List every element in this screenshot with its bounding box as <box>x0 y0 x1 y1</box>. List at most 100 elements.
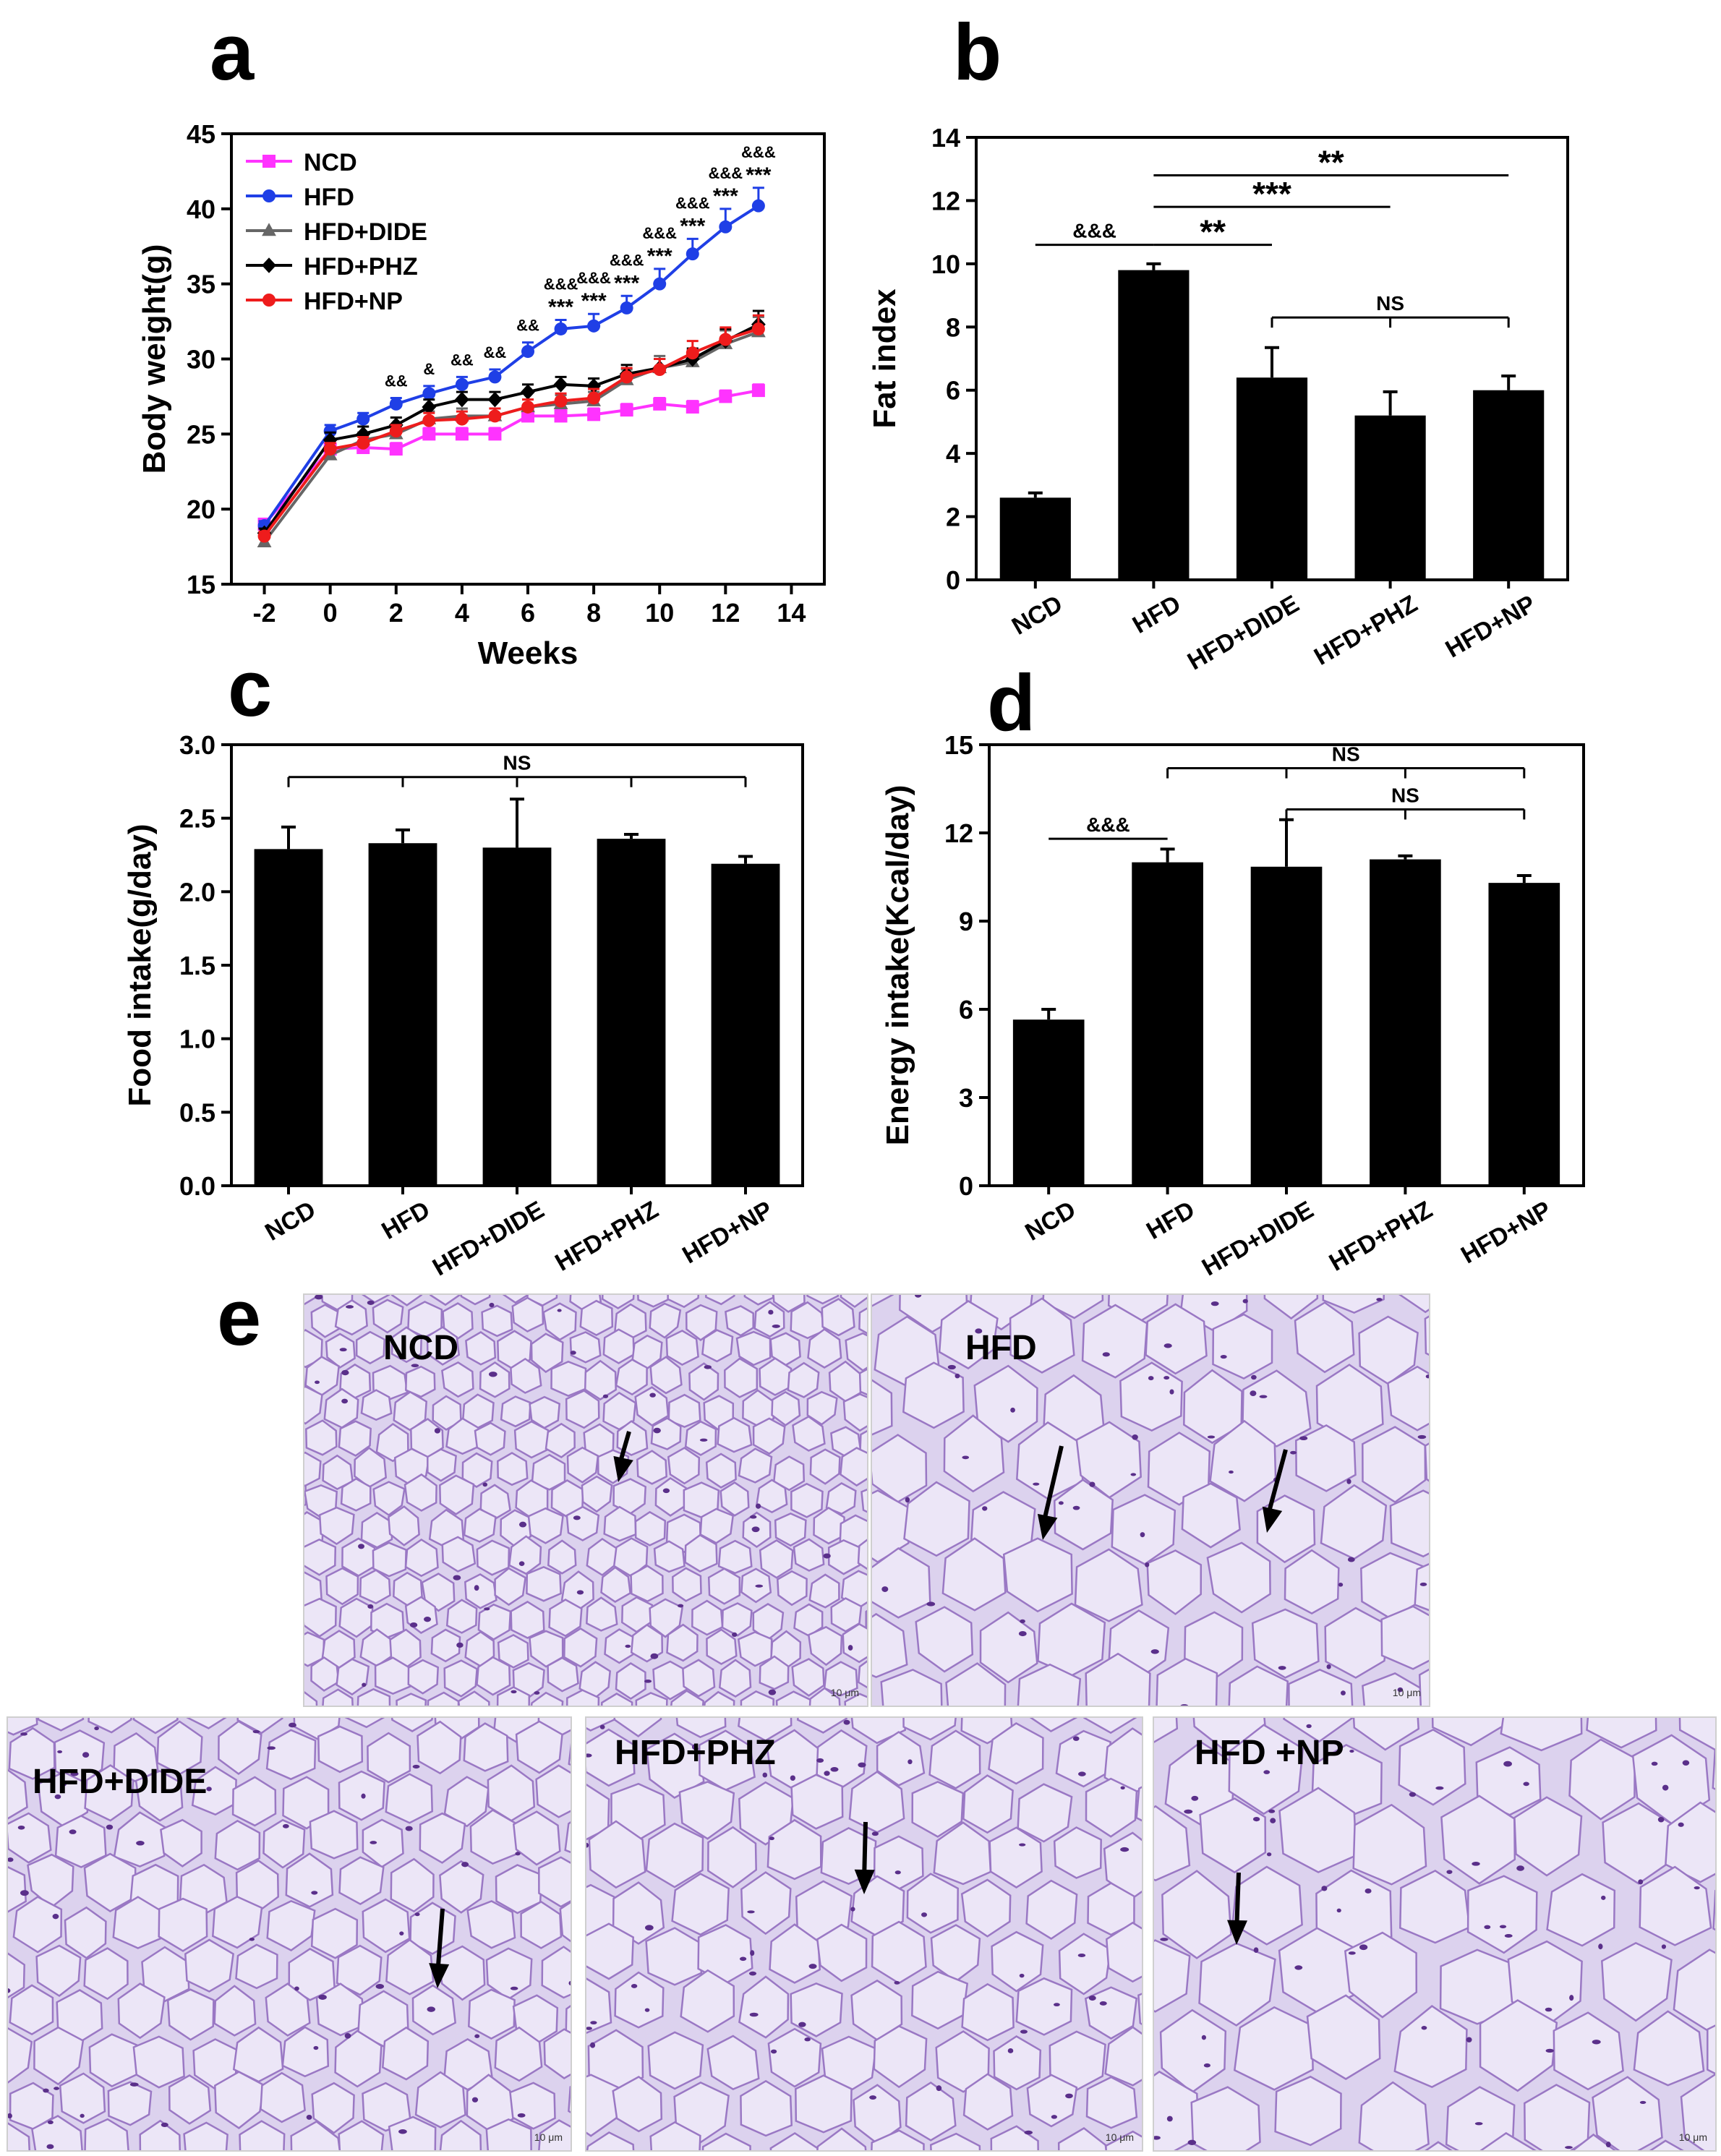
nucleus <box>70 1771 79 1776</box>
adipocyte <box>290 2120 341 2151</box>
nucleus <box>1058 1501 1064 1505</box>
adipocyte <box>840 1294 868 1309</box>
adipocyte <box>265 1982 311 2037</box>
data-point <box>262 223 276 236</box>
adipocyte <box>1284 1549 1340 1615</box>
adipocyte <box>724 1357 759 1398</box>
nucleus <box>1661 1944 1667 1949</box>
nucleus <box>804 2037 811 2042</box>
adipocyte-cells <box>7 1640 571 2151</box>
nucleus <box>474 2034 480 2038</box>
adipocyte <box>1209 1419 1277 1502</box>
adipocyte <box>512 1810 561 1866</box>
scale-bar-label: 10 μm <box>534 2131 563 2143</box>
adipocyte <box>1322 1294 1385 1314</box>
nucleus <box>762 1772 768 1778</box>
y-tick-label: 4 <box>946 439 960 469</box>
nucleus <box>1347 1557 1355 1562</box>
adipocyte <box>667 1294 700 1309</box>
adipocyte <box>793 1538 825 1572</box>
nucleus <box>1446 1870 1453 1875</box>
arrow-shaft <box>1041 1445 1064 1528</box>
adipocyte <box>83 1947 129 2001</box>
bar-hfd-np <box>1473 390 1545 580</box>
y-tick-label: 9 <box>959 907 973 936</box>
adipocyte <box>759 1655 790 1690</box>
adipocyte <box>463 1507 497 1543</box>
x-tick-label: HFD+NP <box>1441 590 1541 663</box>
nucleus <box>798 2022 806 2027</box>
adipocyte <box>705 1294 735 1306</box>
nucleus <box>341 1369 349 1376</box>
adipocyte <box>1399 1869 1471 1944</box>
adipocyte <box>265 1729 317 1781</box>
adipocyte <box>771 1390 801 1426</box>
adipocyte <box>430 1294 461 1306</box>
x-tick-label: HFD+DIDE <box>428 1196 549 1281</box>
nucleus <box>1018 1630 1027 1637</box>
adipocyte <box>735 1330 772 1366</box>
adipocyte <box>973 1364 1038 1443</box>
nucleus <box>847 1645 853 1651</box>
adipocyte <box>63 1646 109 1694</box>
adipocyte <box>461 1452 493 1488</box>
adipocyte <box>497 1633 529 1669</box>
adipocyte <box>334 2029 383 2088</box>
adipocyte <box>267 1599 298 1636</box>
data-point <box>751 322 765 335</box>
significance-annotation: &&& <box>675 194 710 212</box>
nucleus <box>975 1328 983 1334</box>
adipocyte <box>35 1944 82 1998</box>
adipocyte <box>340 1477 372 1512</box>
adipocyte <box>1183 1369 1243 1445</box>
significance-annotation: *** <box>647 244 672 268</box>
y-tick-label: 0.5 <box>179 1098 215 1127</box>
nucleus <box>306 2114 312 2120</box>
nucleus <box>1250 1390 1257 1396</box>
adipocyte <box>107 2081 153 2126</box>
adipocyte <box>1524 2084 1591 2151</box>
arrow-shaft <box>1265 1449 1288 1520</box>
adipocyte <box>362 1898 411 1954</box>
y-tick-label: 3 <box>959 1083 973 1113</box>
adipocyte <box>1466 1875 1538 1954</box>
adipocyte <box>443 1659 478 1698</box>
data-point <box>488 370 502 384</box>
adipocyte <box>272 1537 302 1570</box>
nucleus <box>1639 2100 1647 2104</box>
adipocyte <box>541 1946 571 1999</box>
significance-annotation: *** <box>713 184 738 208</box>
adipocyte <box>876 1731 926 1787</box>
adipocyte <box>871 1378 893 1436</box>
adipocyte <box>1002 1537 1073 1613</box>
nucleus <box>750 1950 755 1956</box>
adipocyte <box>293 1717 341 1740</box>
adipocyte <box>1017 1663 1082 1706</box>
data-point <box>389 424 403 438</box>
adipocyte <box>158 1897 208 1952</box>
data-point <box>422 414 436 427</box>
nucleus <box>1263 1770 1271 1774</box>
bar-hfd-np <box>1488 883 1560 1186</box>
arrow-head <box>1037 1513 1058 1540</box>
adipocyte <box>807 1327 842 1369</box>
nucleus <box>905 1497 910 1503</box>
adipocyte <box>59 2072 106 2124</box>
adipocyte <box>1500 1717 1583 1752</box>
adipocyte <box>601 1294 635 1309</box>
nucleus <box>489 1302 495 1308</box>
adipocyte <box>1153 1805 1191 1882</box>
adipocyte <box>439 2119 482 2151</box>
adipocyte <box>260 1640 303 1687</box>
adipocyte <box>236 1717 283 1734</box>
adipocyte <box>317 1725 364 1774</box>
nucleus <box>644 1680 652 1683</box>
adipocyte <box>903 1481 970 1557</box>
adipocyte <box>476 1539 511 1576</box>
data-point <box>323 424 337 438</box>
nucleus <box>1120 1847 1129 1852</box>
nucleus <box>1605 2142 1611 2148</box>
adipocyte <box>1074 1197 1135 1262</box>
x-tick-label: 10 <box>645 598 674 628</box>
nucleus <box>894 1870 901 1875</box>
